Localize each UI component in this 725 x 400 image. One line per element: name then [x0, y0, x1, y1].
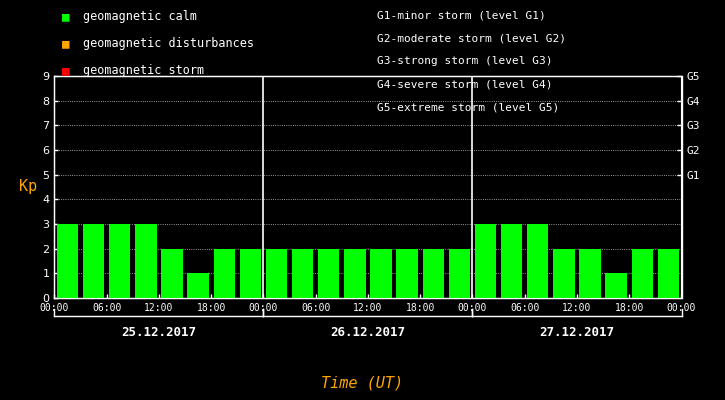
- Text: 26.12.2017: 26.12.2017: [331, 326, 405, 338]
- Bar: [161, 249, 183, 298]
- Bar: [109, 224, 130, 298]
- Text: G1-minor storm (level G1): G1-minor storm (level G1): [377, 10, 546, 20]
- Text: 27.12.2017: 27.12.2017: [539, 326, 615, 338]
- Text: Time (UT): Time (UT): [321, 375, 404, 390]
- Text: G5-extreme storm (level G5): G5-extreme storm (level G5): [377, 103, 559, 113]
- Text: geomagnetic calm: geomagnetic calm: [83, 10, 197, 23]
- Bar: [187, 273, 209, 298]
- Bar: [344, 249, 365, 298]
- Text: G4-severe storm (level G4): G4-severe storm (level G4): [377, 80, 552, 90]
- Y-axis label: Kp: Kp: [20, 180, 38, 194]
- Text: geomagnetic disturbances: geomagnetic disturbances: [83, 37, 254, 50]
- Text: geomagnetic storm: geomagnetic storm: [83, 64, 204, 78]
- Bar: [527, 224, 549, 298]
- Text: G2-moderate storm (level G2): G2-moderate storm (level G2): [377, 33, 566, 43]
- Bar: [397, 249, 418, 298]
- Bar: [135, 224, 157, 298]
- Text: ■: ■: [62, 37, 69, 50]
- Bar: [658, 249, 679, 298]
- Bar: [631, 249, 653, 298]
- Bar: [213, 249, 235, 298]
- Bar: [605, 273, 627, 298]
- Text: ■: ■: [62, 10, 69, 23]
- Bar: [292, 249, 313, 298]
- Bar: [579, 249, 601, 298]
- Bar: [449, 249, 470, 298]
- Text: 25.12.2017: 25.12.2017: [121, 326, 196, 338]
- Bar: [423, 249, 444, 298]
- Bar: [240, 249, 261, 298]
- Bar: [553, 249, 575, 298]
- Bar: [83, 224, 104, 298]
- Bar: [57, 224, 78, 298]
- Text: ■: ■: [62, 64, 69, 78]
- Bar: [475, 224, 496, 298]
- Text: G3-strong storm (level G3): G3-strong storm (level G3): [377, 56, 552, 66]
- Bar: [318, 249, 339, 298]
- Bar: [501, 224, 523, 298]
- Bar: [266, 249, 287, 298]
- Bar: [370, 249, 392, 298]
